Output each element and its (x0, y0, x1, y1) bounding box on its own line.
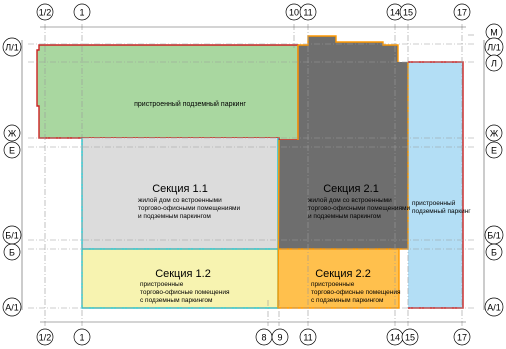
axis-bubble-14-bottom: 14 (386, 328, 404, 346)
section-2-2-line2: торгово-офисные помещения (311, 289, 401, 296)
axis-bubble-B-left: Б (3, 243, 21, 261)
axis-bubble-8-bottom: 8 (255, 328, 273, 346)
svg-text:15: 15 (403, 8, 413, 18)
zone-blue-parking (408, 62, 463, 308)
svg-text:14: 14 (390, 333, 400, 343)
zone-section-1-1 (82, 138, 278, 249)
axis-bubble-A1-right: А/1 (484, 297, 504, 317)
blue-parking-line1: пристроенный (412, 199, 456, 207)
axis-bubble-17-bottom: 17 (453, 328, 471, 346)
axis-bubble-17-top: 17 (453, 3, 471, 21)
svg-text:11: 11 (303, 333, 312, 343)
svg-text:Е: Е (9, 146, 15, 156)
axis-bubble-1-top: 1 (73, 3, 91, 21)
axis-bubble-M-right: М (485, 23, 503, 41)
axis-bubble-E-left: Е (3, 141, 21, 159)
axis-bubble-Zh-right: Ж (485, 124, 503, 142)
svg-text:17: 17 (457, 333, 467, 343)
axis-bubble-1-2-top: 1/2 (36, 3, 54, 21)
svg-text:Л/1: Л/1 (487, 43, 500, 53)
svg-text:Л: Л (491, 59, 497, 69)
axis-bubble-15-top: 15 (399, 3, 417, 21)
axis-bubble-B1-right: Б/1 (484, 225, 504, 245)
zones (36, 36, 463, 308)
axis-bubble-B-right: Б (485, 243, 503, 261)
section-2-2-title: Секция 2.2 (315, 268, 371, 280)
axis-bubble-E-right: Е (485, 141, 503, 159)
section-1-2-line2: торгово-офисные помещения (140, 289, 230, 296)
parking-label: пристроенный подземный паркинг (134, 100, 246, 108)
zone-section-2-1 (278, 36, 408, 249)
svg-text:Б: Б (9, 248, 15, 258)
svg-text:Л/1: Л/1 (5, 43, 18, 53)
axis-bubble-A1-left: А/1 (2, 297, 22, 317)
section-2-1-line3: и подземным паркингом (308, 213, 381, 220)
svg-text:Ж: Ж (8, 129, 17, 139)
row-markers-left: Л/1 Ж Е Б/1 Б А/1 (2, 37, 22, 317)
svg-text:Б/1: Б/1 (5, 231, 18, 241)
row-markers-right: М Л/1 Л Ж Е Б/1 Б А/1 (484, 23, 504, 317)
section-1-2-title: Секция 1.2 (155, 268, 211, 280)
svg-text:А/1: А/1 (487, 303, 501, 313)
axis-bubble-Zh-left: Ж (3, 124, 21, 142)
svg-text:10: 10 (289, 8, 299, 18)
axis-bubble-B1-left: Б/1 (2, 225, 22, 245)
svg-text:8: 8 (261, 333, 266, 343)
svg-text:15: 15 (405, 333, 415, 343)
svg-text:1: 1 (79, 333, 84, 343)
section-1-2-line1: пристроенные (140, 281, 184, 288)
column-markers-bottom: 1/2 1 8 9 11 14 15 17 (36, 328, 471, 346)
axis-bubble-L1-right: Л/1 (484, 37, 504, 57)
section-1-2-line3: с подземным паркингом (140, 297, 213, 304)
zone-section-1-2 (82, 249, 278, 308)
svg-text:9: 9 (277, 333, 282, 343)
column-markers-top: 1/2 1 10 11 14 15 17 (36, 3, 471, 21)
section-1-1-line2: торгово-офисными помещениями (138, 205, 240, 212)
section-2-1-line1: жилой дом со встроенными (308, 196, 392, 204)
svg-text:Б/1: Б/1 (487, 231, 500, 241)
svg-text:Ж: Ж (490, 129, 499, 139)
section-2-1-line2: торгово-офисными помещениями (308, 205, 410, 212)
svg-text:17: 17 (457, 8, 467, 18)
svg-text:А/1: А/1 (5, 303, 19, 313)
axis-bubble-11-bottom: 11 (299, 328, 317, 346)
axis-bubble-10-top: 10 (285, 3, 303, 21)
svg-text:1/2: 1/2 (39, 8, 52, 18)
svg-text:М: М (490, 28, 498, 38)
axis-bubble-15-bottom: 15 (401, 328, 419, 346)
zone-labels: пристроенный подземный паркинг Секция 1.… (134, 100, 471, 304)
dimension-lines (21, 26, 485, 323)
section-1-1-line3: и подземным паркингом (138, 213, 211, 220)
section-2-1-title: Секция 2.1 (323, 183, 379, 195)
grid-lines (28, 24, 476, 326)
axis-bubble-11-top: 11 (299, 3, 317, 21)
section-2-2-line3: с подземным паркингом (311, 297, 384, 304)
svg-text:Е: Е (491, 146, 497, 156)
section-1-1-title: Секция 1.1 (152, 183, 208, 195)
svg-text:Б: Б (491, 248, 497, 258)
section-1-1-line1: жилой дом со встроенными (138, 196, 222, 204)
axis-bubble-L-right: Л (485, 54, 503, 72)
svg-text:11: 11 (303, 8, 312, 18)
axis-bubble-1-bottom: 1 (73, 328, 91, 346)
svg-text:14: 14 (390, 8, 400, 18)
zone-section-2-2 (278, 249, 399, 308)
blue-parking-line2: подземный паркинг (412, 207, 471, 215)
axis-bubble-1-2-bottom: 1/2 (36, 328, 54, 346)
section-2-2-line1: пристроенные (311, 281, 355, 288)
axis-bubble-9-bottom: 9 (271, 328, 289, 346)
svg-text:1/2: 1/2 (39, 333, 52, 343)
axis-bubble-L1-left: Л/1 (2, 37, 22, 57)
svg-text:1: 1 (79, 8, 84, 18)
zone-parking (36, 44, 299, 141)
